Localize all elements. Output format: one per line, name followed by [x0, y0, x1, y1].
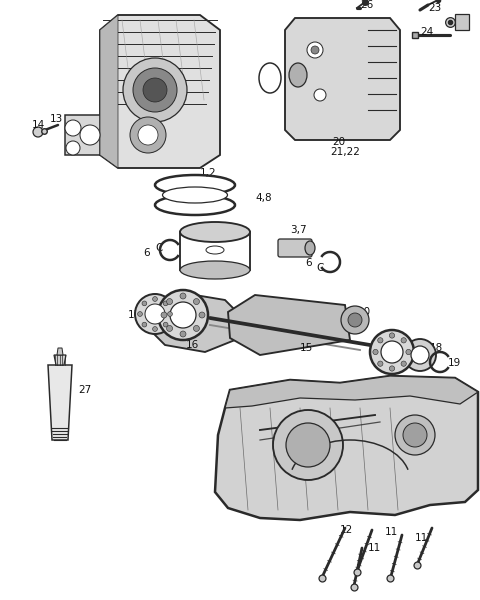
- Circle shape: [152, 326, 157, 331]
- Text: 25: 25: [454, 15, 467, 25]
- Text: 4,8: 4,8: [254, 193, 271, 203]
- Polygon shape: [100, 15, 219, 168]
- Circle shape: [402, 423, 426, 447]
- Circle shape: [163, 322, 168, 327]
- Circle shape: [388, 333, 394, 338]
- Circle shape: [166, 325, 172, 331]
- Circle shape: [369, 330, 413, 374]
- Circle shape: [130, 117, 166, 153]
- Text: 16: 16: [384, 337, 397, 347]
- Text: 12: 12: [339, 525, 352, 535]
- Circle shape: [142, 301, 146, 306]
- Ellipse shape: [162, 187, 227, 203]
- Ellipse shape: [205, 246, 224, 254]
- Circle shape: [152, 296, 157, 301]
- Text: C: C: [315, 263, 323, 273]
- Circle shape: [180, 293, 186, 299]
- Circle shape: [169, 302, 195, 328]
- Circle shape: [180, 331, 186, 337]
- Circle shape: [380, 341, 402, 363]
- Circle shape: [347, 313, 361, 327]
- Circle shape: [273, 410, 342, 480]
- Polygon shape: [54, 355, 66, 365]
- Polygon shape: [48, 365, 72, 440]
- Circle shape: [144, 304, 165, 324]
- Circle shape: [137, 311, 142, 316]
- Circle shape: [400, 338, 406, 343]
- Circle shape: [143, 78, 167, 102]
- Circle shape: [388, 366, 394, 371]
- Circle shape: [133, 68, 177, 112]
- Text: 20: 20: [331, 137, 345, 147]
- Circle shape: [80, 125, 100, 145]
- Circle shape: [33, 127, 43, 137]
- Circle shape: [65, 120, 81, 136]
- Circle shape: [157, 290, 207, 340]
- Circle shape: [403, 339, 435, 371]
- Circle shape: [66, 141, 80, 155]
- Polygon shape: [228, 295, 349, 355]
- Text: 6: 6: [143, 248, 149, 258]
- Circle shape: [340, 306, 368, 334]
- Circle shape: [142, 322, 146, 327]
- Ellipse shape: [288, 63, 306, 87]
- Text: 26: 26: [359, 0, 372, 10]
- Polygon shape: [57, 348, 63, 355]
- Text: 11: 11: [367, 543, 381, 553]
- Text: 16: 16: [186, 340, 199, 350]
- Circle shape: [306, 42, 323, 58]
- Polygon shape: [100, 15, 118, 168]
- Circle shape: [167, 311, 172, 316]
- Ellipse shape: [304, 241, 314, 255]
- Circle shape: [313, 89, 325, 101]
- Circle shape: [138, 125, 157, 145]
- Text: 1,2: 1,2: [200, 168, 216, 178]
- Circle shape: [377, 338, 382, 343]
- Circle shape: [161, 312, 167, 318]
- Ellipse shape: [180, 222, 250, 242]
- Text: 19: 19: [447, 358, 460, 368]
- Circle shape: [193, 299, 199, 305]
- Circle shape: [163, 301, 168, 306]
- Polygon shape: [225, 376, 477, 408]
- Text: 11: 11: [384, 527, 397, 537]
- Text: C: C: [155, 243, 162, 253]
- Polygon shape: [285, 18, 399, 140]
- Polygon shape: [148, 295, 240, 352]
- Text: 15: 15: [300, 343, 312, 353]
- Circle shape: [311, 46, 318, 54]
- Text: 5,9: 5,9: [294, 243, 311, 253]
- Circle shape: [400, 361, 406, 367]
- Circle shape: [166, 299, 172, 305]
- Text: 17: 17: [128, 310, 141, 320]
- Bar: [454, 14, 468, 30]
- Text: 27: 27: [78, 385, 91, 395]
- Text: 23: 23: [427, 3, 440, 13]
- Circle shape: [286, 423, 329, 467]
- Text: 24: 24: [419, 27, 432, 37]
- Circle shape: [123, 58, 187, 122]
- Circle shape: [372, 349, 377, 355]
- Text: 14: 14: [32, 120, 45, 130]
- Circle shape: [135, 294, 175, 334]
- Text: 3,7: 3,7: [289, 225, 306, 235]
- Text: 18: 18: [429, 343, 443, 353]
- Circle shape: [199, 312, 204, 318]
- Text: 13: 13: [50, 114, 63, 124]
- Text: 10: 10: [357, 307, 371, 317]
- Circle shape: [193, 325, 199, 331]
- Circle shape: [410, 346, 428, 364]
- Ellipse shape: [180, 261, 250, 279]
- Text: 11: 11: [414, 533, 427, 543]
- Circle shape: [377, 361, 382, 367]
- Polygon shape: [65, 115, 100, 155]
- Text: 21,22: 21,22: [329, 147, 359, 157]
- Text: 6: 6: [304, 258, 311, 268]
- Circle shape: [394, 415, 434, 455]
- Polygon shape: [215, 376, 477, 520]
- Circle shape: [405, 349, 410, 355]
- FancyBboxPatch shape: [277, 239, 312, 257]
